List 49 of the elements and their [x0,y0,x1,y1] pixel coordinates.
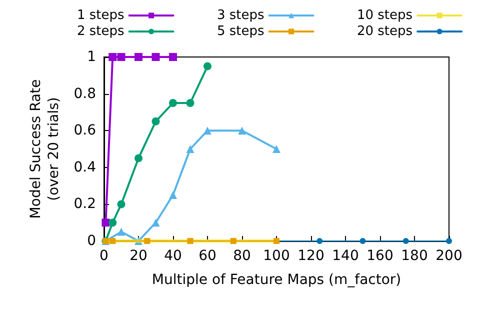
legend-label: 10 steps [356,8,413,23]
y-tick-label: 1 [87,49,96,65]
point [117,53,126,61]
x-tick-label: 200 [436,248,462,264]
point [272,145,280,153]
point [117,228,126,236]
point [134,154,142,162]
point [402,238,409,244]
point [117,200,126,208]
point [316,238,323,244]
point [204,62,212,70]
x-tick-label: 40 [164,248,182,264]
point [238,126,246,135]
legend-label: 1 steps [77,8,125,23]
x-tick-label: 140 [332,248,359,264]
point [134,53,142,61]
point [108,218,117,227]
x-tick-label: 160 [366,248,394,264]
point [360,238,366,244]
y-tick-label: 0.8 [74,86,96,102]
y-axis-title: Model Success Rate (over 20 trials) [28,79,62,219]
x-tick-label: 100 [263,248,290,264]
x-tick-label: 0 [100,248,108,264]
y-tick-label: 0.4 [74,159,96,176]
point [152,218,160,227]
point [169,53,177,61]
point [152,53,160,61]
y-tick-label: 0.2 [74,196,96,212]
point [204,126,212,135]
point [169,99,177,107]
legend-label: 5 steps [217,24,265,39]
x-tick-label: 180 [401,248,428,264]
legend-label: 2 steps [77,24,125,39]
point [186,99,194,107]
y-tick-label: 0 [87,233,96,249]
y-tick-label: 0.6 [74,122,96,139]
x-tick-label: 60 [198,248,216,264]
legend-label: 20 steps [356,24,413,39]
point [169,191,177,199]
point [186,145,194,153]
point [446,238,452,244]
point [108,53,117,61]
point [102,218,110,227]
x-tick-label: 120 [298,248,324,264]
x-tick-label: 20 [130,248,148,264]
x-axis-title: Multiple of Feature Maps (m_factor) [152,272,402,288]
legend-label: 3 steps [217,8,265,23]
point [152,117,160,126]
x-tick-label: 80 [233,248,251,264]
